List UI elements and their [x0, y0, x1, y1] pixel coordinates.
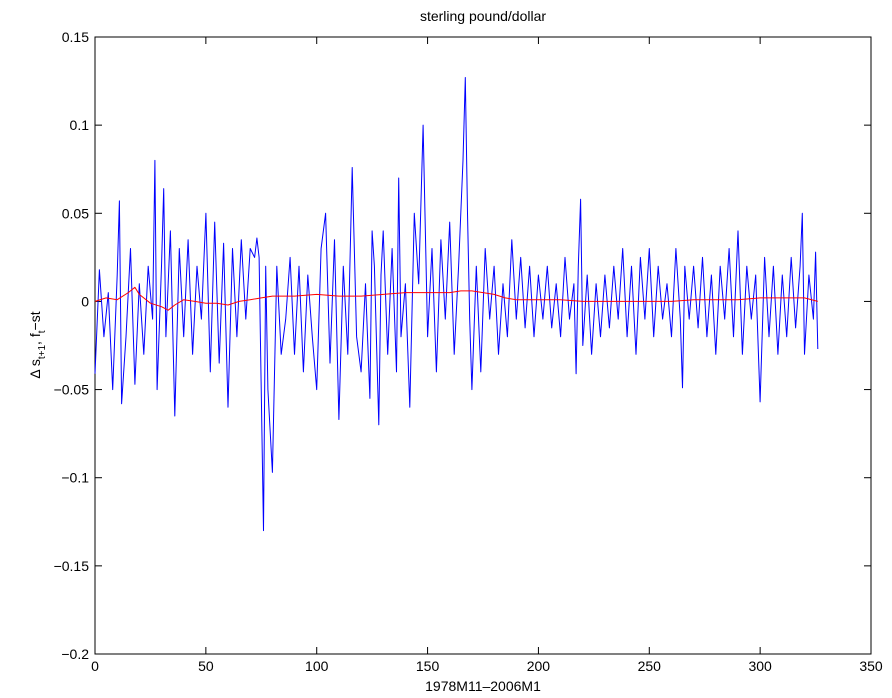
y-tick-label: −0.2 [61, 646, 89, 662]
y-label-sub1: t+1 [37, 345, 48, 360]
y-tick-label: −0.05 [54, 382, 90, 398]
x-tick-label: 300 [748, 658, 772, 674]
y-tick-label: 0 [81, 293, 89, 309]
series-line-1 [94, 77, 819, 532]
chart-title: sterling pound/dollar [420, 8, 546, 24]
y-label-mid: , f [27, 333, 43, 345]
x-tick-label: 250 [638, 658, 662, 674]
y-axis-label: Δ st+1, ft−st [27, 311, 48, 378]
x-tick-label: 150 [416, 658, 440, 674]
series-layer [94, 77, 819, 532]
plot-box [94, 36, 872, 655]
y-label-sub2: t [37, 330, 48, 333]
x-tick-label: 350 [859, 658, 883, 674]
y-tick-label: −0.15 [54, 558, 90, 574]
y-label-delta: Δ s [27, 359, 43, 378]
y-axis-ticks: −0.2 −0.15 −0.1 −0.05 0 0.05 0.1 0.15 [54, 29, 871, 662]
y-tick-label: 0.15 [62, 29, 89, 45]
x-tick-label: 200 [527, 658, 551, 674]
y-tick-label: 0.1 [70, 117, 90, 133]
y-tick-label: 0.05 [62, 205, 89, 221]
x-tick-label: 100 [305, 658, 329, 674]
y-label-end: −st [27, 311, 43, 330]
y-tick-label: −0.1 [61, 470, 89, 486]
x-axis-label: 1978M11–2006M1 [425, 678, 541, 694]
series-line-2 [94, 286, 818, 311]
x-tick-label: 50 [198, 658, 214, 674]
x-axis-ticks: 0 50 100 150 200 250 300 350 [91, 37, 883, 674]
x-tick-label: 0 [91, 658, 99, 674]
